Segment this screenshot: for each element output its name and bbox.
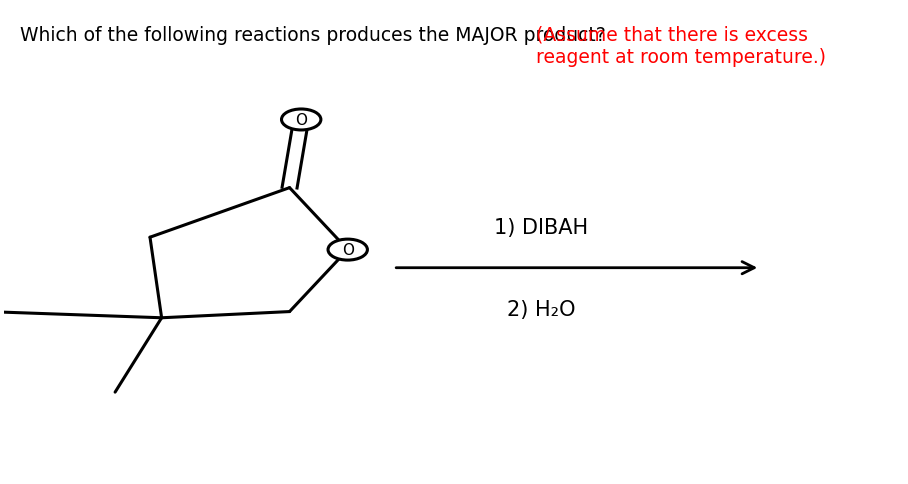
Text: 2) H₂O: 2) H₂O [507, 299, 575, 319]
Circle shape [328, 240, 368, 260]
Text: 1) DIBAH: 1) DIBAH [494, 217, 588, 237]
Text: O: O [341, 242, 354, 257]
Circle shape [281, 110, 321, 131]
Text: Which of the following reactions produces the MAJOR product?: Which of the following reactions produce… [20, 26, 612, 45]
Text: O: O [295, 113, 307, 128]
Text: (Assume that there is excess
reagent at room temperature.): (Assume that there is excess reagent at … [537, 26, 826, 66]
